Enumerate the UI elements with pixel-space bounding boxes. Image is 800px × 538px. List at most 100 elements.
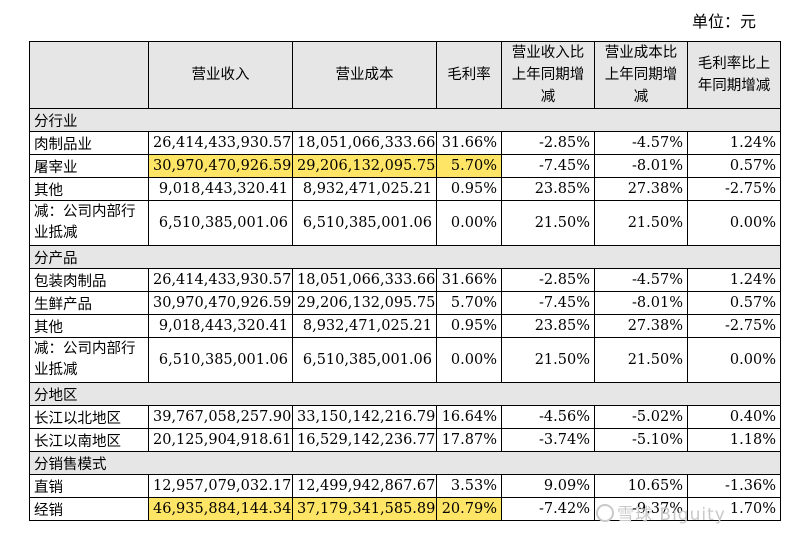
table-row: 经销 46,935,884,144.34 37,179,341,585.89 20.7… <box>29 497 781 521</box>
row-label: 经销 <box>29 497 149 521</box>
snowball-logo-icon <box>596 504 614 522</box>
cell-gross-margin: 0.95% <box>436 314 502 338</box>
table-row: 长江以北地区 39,767,058,257.90 33,150,142,216.79… <box>29 405 781 429</box>
cell-revenue-yoy: 23.85% <box>501 314 595 338</box>
row-label: 生鲜产品 <box>29 291 149 315</box>
section-row: 分销售模式 <box>29 451 781 475</box>
cell-margin-yoy: -2.75% <box>687 314 781 338</box>
cell-revenue-yoy: -7.45% <box>501 154 595 178</box>
unit-label: 单位：元 <box>691 12 756 31</box>
cell-cost: 29,206,132,095.75 <box>292 291 437 315</box>
cell-cost-yoy: 21.50% <box>594 337 688 383</box>
table-row: 肉制品业 26,414,433,930.57 18,051,066,333.66 31… <box>29 131 781 155</box>
cell-revenue: 26,414,433,930.57 <box>148 131 293 155</box>
cell-revenue: 26,414,433,930.57 <box>148 268 293 292</box>
row-label: 长江以南地区 <box>29 428 149 452</box>
table-row: 直销 12,957,079,032.17 12,499,942,867.67 3.53… <box>29 474 781 498</box>
watermark-text: 雪球 Biguity <box>617 505 726 525</box>
table-row: 减：公司内部行业抵减 6,510,385,001.06 6,510,385,001.… <box>29 200 781 246</box>
header-revenue: 营业收入 <box>148 41 293 109</box>
cell-cost-yoy: -4.57% <box>594 268 688 292</box>
cell-gross-margin: 0.00% <box>436 200 502 246</box>
cell-cost-yoy: 27.38% <box>594 177 688 201</box>
cell-gross-margin: 5.70% <box>436 154 502 178</box>
cell-revenue: 9,018,443,320.41 <box>148 314 293 338</box>
table-row: 长江以南地区 20,125,904,918.61 16,529,142,236.77… <box>29 428 781 452</box>
financial-table: 营业收入 营业成本 毛利率 营业收入比上年同期增减 营业成本比上年同期增减 毛利… <box>29 41 781 521</box>
row-label: 肉制品业 <box>29 131 149 155</box>
cell-cost-yoy: 21.50% <box>594 200 688 246</box>
cell-margin-yoy: 0.00% <box>687 337 781 383</box>
row-label: 长江以北地区 <box>29 405 149 429</box>
cell-revenue-yoy: -2.85% <box>501 268 595 292</box>
header-cost: 营业成本 <box>292 41 437 109</box>
header-row: 营业收入 营业成本 毛利率 营业收入比上年同期增减 营业成本比上年同期增减 毛利… <box>29 41 781 109</box>
cell-margin-yoy: -1.36% <box>687 474 781 498</box>
table-row: 其他 9,018,443,320.41 8,932,471,025.21 0.95% 2… <box>29 314 781 338</box>
table-row: 其他 9,018,443,320.41 8,932,471,025.21 0.95% 2… <box>29 177 781 201</box>
section-title: 分地区 <box>29 382 781 406</box>
cell-cost-yoy: -5.02% <box>594 405 688 429</box>
cell-margin-yoy: -2.75% <box>687 177 781 201</box>
cell-revenue: 46,935,884,144.34 <box>148 497 293 521</box>
cell-revenue-yoy: -3.74% <box>501 428 595 452</box>
cell-cost: 18,051,066,333.66 <box>292 268 437 292</box>
header-cost-yoy: 营业成本比上年同期增减 <box>594 41 688 109</box>
section-title: 分行业 <box>29 108 781 132</box>
cell-revenue-yoy: 23.85% <box>501 177 595 201</box>
watermark: 雪球 Biguity <box>596 500 726 525</box>
cell-revenue: 12,957,079,032.17 <box>148 474 293 498</box>
cell-revenue-yoy: 21.50% <box>501 200 595 246</box>
cell-cost-yoy: 10.65% <box>594 474 688 498</box>
cell-cost-yoy: -8.01% <box>594 154 688 178</box>
cell-revenue-yoy: -7.42% <box>501 497 595 521</box>
cell-revenue: 6,510,385,001.06 <box>148 337 293 383</box>
cell-cost: 6,510,385,001.06 <box>292 200 437 246</box>
cell-cost: 33,150,142,216.79 <box>292 405 437 429</box>
table-row: 生鲜产品 30,970,470,926.59 29,206,132,095.75 5.… <box>29 291 781 315</box>
table-row: 屠宰业 30,970,470,926.59 29,206,132,095.75 5.7… <box>29 154 781 178</box>
cell-revenue-yoy: 9.09% <box>501 474 595 498</box>
cell-revenue-yoy: 21.50% <box>501 337 595 383</box>
cell-margin-yoy: 0.00% <box>687 200 781 246</box>
cell-margin-yoy: 1.24% <box>687 131 781 155</box>
table-row: 减：公司内部行业抵减 6,510,385,001.06 6,510,385,001.… <box>29 337 781 383</box>
section-row: 分地区 <box>29 382 781 406</box>
cell-gross-margin: 16.64% <box>436 405 502 429</box>
cell-gross-margin: 17.87% <box>436 428 502 452</box>
cell-cost-yoy: -4.57% <box>594 131 688 155</box>
cell-gross-margin: 3.53% <box>436 474 502 498</box>
cell-cost: 18,051,066,333.66 <box>292 131 437 155</box>
cell-gross-margin: 31.66% <box>436 131 502 155</box>
cell-revenue: 30,970,470,926.59 <box>148 291 293 315</box>
cell-margin-yoy: 0.57% <box>687 291 781 315</box>
cell-cost: 37,179,341,585.89 <box>292 497 437 521</box>
cell-revenue: 6,510,385,001.06 <box>148 200 293 246</box>
section-row: 分行业 <box>29 108 781 132</box>
cell-cost-yoy: -8.01% <box>594 291 688 315</box>
cell-gross-margin: 31.66% <box>436 268 502 292</box>
row-label: 包装肉制品 <box>29 268 149 292</box>
cell-revenue: 20,125,904,918.61 <box>148 428 293 452</box>
cell-margin-yoy: 0.40% <box>687 405 781 429</box>
section-title: 分销售模式 <box>29 451 781 475</box>
row-label: 直销 <box>29 474 149 498</box>
cell-cost: 6,510,385,001.06 <box>292 337 437 383</box>
cell-gross-margin: 0.95% <box>436 177 502 201</box>
cell-margin-yoy: 1.70% <box>687 497 781 521</box>
section-row: 分产品 <box>29 245 781 269</box>
cell-gross-margin: 20.79% <box>436 497 502 521</box>
cell-cost: 8,932,471,025.21 <box>292 314 437 338</box>
cell-cost: 8,932,471,025.21 <box>292 177 437 201</box>
row-label: 屠宰业 <box>29 154 149 178</box>
cell-cost: 12,499,942,867.67 <box>292 474 437 498</box>
cell-gross-margin: 0.00% <box>436 337 502 383</box>
cell-cost: 16,529,142,236.77 <box>292 428 437 452</box>
cell-revenue-yoy: -7.45% <box>501 291 595 315</box>
cell-revenue-yoy: -2.85% <box>501 131 595 155</box>
row-label: 其他 <box>29 314 149 338</box>
cell-cost-yoy: 27.38% <box>594 314 688 338</box>
header-revenue-yoy: 营业收入比上年同期增减 <box>501 41 595 109</box>
cell-margin-yoy: 1.24% <box>687 268 781 292</box>
cell-margin-yoy: 1.18% <box>687 428 781 452</box>
